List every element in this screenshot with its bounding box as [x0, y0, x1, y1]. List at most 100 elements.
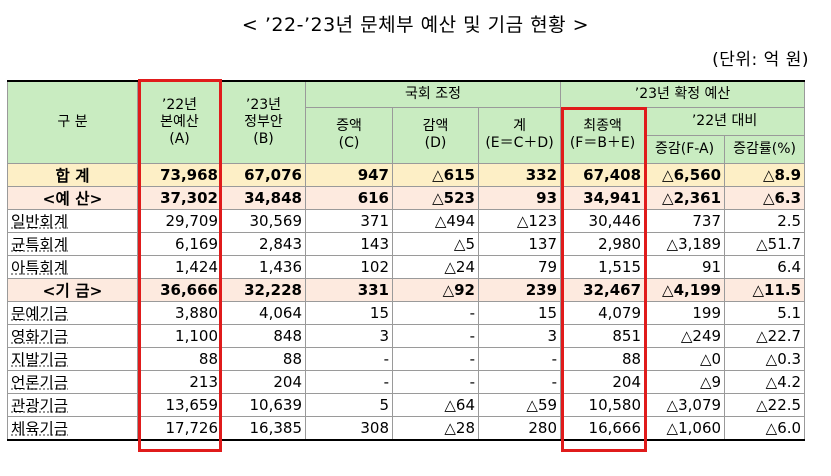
header-group-final: ’23년 확정 예산: [560, 80, 806, 108]
cell-g: △0: [644, 346, 726, 371]
cell-e: -: [477, 346, 562, 371]
header-gubun: 구 분: [7, 80, 138, 164]
cell-b: 34,848: [221, 185, 306, 210]
cell-d: △24: [392, 254, 479, 279]
cell-f: 2,980: [560, 231, 646, 256]
cell-h: △8.9: [724, 162, 806, 187]
cell-c: 3: [305, 323, 393, 348]
cell-g: △3,189: [644, 231, 726, 256]
cell-c: 102: [305, 254, 393, 279]
cell-f: 16,666: [560, 415, 646, 440]
cell-d: △523: [392, 185, 479, 210]
cell-f: 851: [560, 323, 646, 348]
cell-c: 308: [305, 415, 393, 440]
cell-b: 32,228: [221, 277, 306, 302]
cell-f: 10,580: [560, 392, 646, 417]
cell-a: 29,709: [137, 208, 222, 233]
cell-d: △494: [392, 208, 479, 233]
header-col-g: 증감(F-A): [644, 134, 726, 164]
cell-d: -: [392, 369, 479, 394]
cell-f: 1,515: [560, 254, 646, 279]
cell-g: 199: [644, 300, 726, 325]
cell-e: △123: [477, 208, 562, 233]
row-label: 지발기금: [7, 346, 138, 371]
table-row: 체육기금 17,726 16,385 308 △28 280 16,666 △1,060 △6.…: [7, 415, 806, 440]
cell-f: 30,446: [560, 208, 646, 233]
cell-h: △11.5: [724, 277, 806, 302]
header-group-vs22: ’22년 대비: [644, 106, 806, 136]
cell-e: 79: [477, 254, 562, 279]
cell-f: 88: [560, 346, 646, 371]
header-group-assembly: 국회 조정: [304, 80, 562, 108]
row-label: 아특회계: [7, 254, 138, 279]
cell-g: △249: [644, 323, 726, 348]
cell-h: 5.1: [724, 300, 806, 325]
cell-d: △615: [392, 162, 479, 187]
subtotal-row: <기 금> 36,666 32,228 331 △92 239 32,467 △4,199 △1…: [7, 277, 806, 302]
cell-c: 331: [305, 277, 393, 302]
cell-c: 143: [305, 231, 393, 256]
cell-a: 13,659: [137, 392, 222, 417]
cell-g: △9: [644, 369, 726, 394]
row-label: 문예기금: [7, 300, 138, 325]
row-label: <기 금>: [7, 277, 138, 302]
cell-b: 2,843: [221, 231, 306, 256]
cell-b: 4,064: [221, 300, 306, 325]
page-title: < ’22-’23년 문체부 예산 및 기금 현황 >: [241, 14, 590, 36]
cell-d: -: [392, 346, 479, 371]
cell-e: 93: [477, 185, 562, 210]
header-col-f: 최종액 (F＝B＋E): [560, 106, 646, 164]
cell-a: 73,968: [137, 162, 222, 187]
cell-b: 88: [221, 346, 306, 371]
cell-c: 616: [305, 185, 393, 210]
row-label: 합 계: [7, 162, 138, 187]
header-col-c: 증액 (C): [305, 106, 393, 164]
cell-b: 1,436: [221, 254, 306, 279]
subtotal-row: <예 산> 37,302 34,848 616 △523 93 34,941 △2,361 △6…: [7, 185, 806, 210]
cell-d: △5: [392, 231, 479, 256]
cell-b: 204: [221, 369, 306, 394]
cell-e: -: [477, 369, 562, 394]
header-col-a: ’22년 본예산 (A): [137, 80, 222, 164]
cell-d: △92: [392, 277, 479, 302]
cell-a: 37,302: [137, 185, 222, 210]
cell-a: 88: [137, 346, 222, 371]
cell-h: △22.7: [724, 323, 806, 348]
header-col-b: ’23년 정부안 (B): [221, 80, 306, 164]
cell-a: 17,726: [137, 415, 222, 440]
budget-table: 구 분 ’22년 본예산 (A) ’23년 정부안 (B) 국회 조정 ’23년 확정 …: [7, 80, 806, 441]
cell-a: 213: [137, 369, 222, 394]
cell-e: 137: [477, 231, 562, 256]
cell-d: △28: [392, 415, 479, 440]
cell-f: 34,941: [560, 185, 646, 210]
cell-b: 67,076: [221, 162, 306, 187]
cell-e: △59: [477, 392, 562, 417]
cell-a: 3,880: [137, 300, 222, 325]
header-col-e: 계 (E＝C＋D): [477, 106, 562, 164]
cell-g: 91: [644, 254, 726, 279]
table-row: 아특회계 1,424 1,436 102 △24 79 1,515 91 6.4: [7, 254, 806, 279]
cell-c: 947: [305, 162, 393, 187]
cell-e: 3: [477, 323, 562, 348]
table-row: 영화기금 1,100 848 3-3 851 △249 △22.7: [7, 323, 806, 348]
cell-e: 15: [477, 300, 562, 325]
cell-c: -: [305, 346, 393, 371]
cell-f: 4,079: [560, 300, 646, 325]
table-row: 언론기금 213 204- - -204 △9 △4.2: [7, 369, 806, 394]
cell-h: △4.2: [724, 369, 806, 394]
cell-h: 2.5: [724, 208, 806, 233]
table-row: 지발기금 88 88- - -88 △0 △0.3: [7, 346, 806, 371]
cell-h: △22.5: [724, 392, 806, 417]
cell-h: △6.3: [724, 185, 806, 210]
cell-d: △64: [392, 392, 479, 417]
cell-h: △0.3: [724, 346, 806, 371]
cell-h: △6.0: [724, 415, 806, 440]
cell-b: 30,569: [221, 208, 306, 233]
cell-f: 67,408: [560, 162, 646, 187]
cell-c: 15: [305, 300, 393, 325]
header-col-d: 감액 (D): [392, 106, 479, 164]
row-label: <예 산>: [7, 185, 138, 210]
cell-e: 280: [477, 415, 562, 440]
table-row: 관광기금 13,659 10,639 5 △64 △59 10,580 △3,079 △22.5: [7, 392, 806, 417]
cell-g: △2,361: [644, 185, 726, 210]
